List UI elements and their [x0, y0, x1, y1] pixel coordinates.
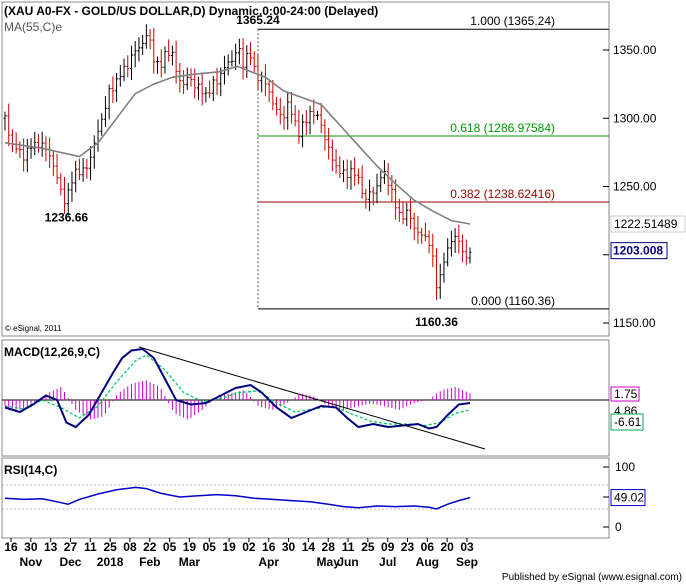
- x-axis-month-label: Apr: [258, 555, 279, 569]
- copyright-text: © eSignal, 2011: [5, 324, 62, 333]
- price-axis-label: 1150.00: [613, 316, 656, 330]
- x-axis-month-label: Mar: [179, 555, 201, 569]
- x-axis-label: 13: [44, 540, 58, 554]
- price-axis-label: 1300.00: [613, 111, 657, 125]
- x-axis-month-label: Jun: [337, 555, 358, 569]
- rsi-axis-label: 100: [615, 460, 635, 474]
- macd-line: [4, 347, 471, 430]
- price-annotation: 1365.24: [236, 13, 280, 27]
- fibonacci-lines: 1.000 (1365.24) 0.618 (1286.97584) 0.382 (…: [257, 14, 609, 310]
- x-axis-label: 11: [342, 540, 355, 554]
- ma-line: [4, 65, 471, 225]
- price-axis-label: 1250.00: [613, 180, 657, 194]
- x-axis-label: 06: [421, 540, 435, 554]
- x-axis-label: 20: [440, 540, 454, 554]
- rsi-title: RSI(14,C): [4, 463, 57, 477]
- x-axis-month-label: 2018: [97, 555, 124, 569]
- rsi-series: 10050049.02: [2, 460, 646, 534]
- x-axis-label: 16: [4, 540, 18, 554]
- x-axis-month-label: May: [317, 555, 341, 569]
- ma-price-tag-text: 1222.51489: [614, 217, 678, 231]
- x-axis-label: 03: [460, 540, 474, 554]
- x-axis-label: 05: [203, 540, 217, 554]
- rsi-tag-text: 49.02: [614, 491, 644, 505]
- current-price-tag-text: 1203.008: [613, 244, 663, 258]
- x-axis-label: 16: [262, 540, 276, 554]
- x-axis-label: 22: [143, 540, 157, 554]
- price-labels: 1365.24 1236.66 1160.36 1222.51489 1203.008: [45, 13, 686, 329]
- x-axis: 16 30 13 27 11 25 08 22 05 19 05 19 02 16 30 14 28 11 25 09…: [4, 538, 478, 569]
- fib-label: 0.618 (1286.97584): [450, 121, 555, 135]
- macd-title: MACD(12,26,9,C): [4, 345, 100, 359]
- moving-average: [4, 65, 471, 225]
- ma-price-tag: [610, 215, 686, 233]
- macd-tag-1: [610, 386, 640, 402]
- fib-label: 0.000 (1160.36): [471, 294, 555, 308]
- price-candles: [3, 24, 472, 301]
- x-axis-label: 11: [84, 540, 97, 554]
- x-axis-label: 19: [222, 540, 236, 554]
- macd-trendline: [138, 346, 486, 450]
- x-axis-label: 28: [322, 540, 336, 554]
- x-axis-label: 08: [123, 540, 137, 554]
- x-axis-month-label: Jul: [379, 555, 396, 569]
- x-axis-label: 30: [282, 540, 296, 554]
- price-annotation: 1236.66: [45, 211, 89, 225]
- x-axis-label: 30: [24, 540, 38, 554]
- x-axis-month-label: Nov: [19, 555, 42, 569]
- x-axis-label: 19: [183, 540, 197, 554]
- x-axis-month-label: Aug: [416, 555, 439, 569]
- rsi-panel-frame: [1, 457, 610, 539]
- price-panel-frame: [1, 1, 610, 337]
- fib-label: 0.382 (1238.62416): [450, 187, 555, 201]
- x-axis-label: 05: [163, 540, 177, 554]
- price-axis-label: 1350.00: [613, 43, 657, 57]
- macd-tag-3-text: -6.61: [614, 415, 642, 429]
- x-axis-label: 25: [361, 540, 375, 554]
- x-axis-label: 09: [381, 540, 395, 554]
- rsi-axis-label: 0: [615, 520, 622, 534]
- fib-label: 1.000 (1365.24): [470, 14, 555, 28]
- ma-label: MA(55,C)e: [4, 20, 62, 34]
- rsi-line: [4, 486, 471, 510]
- chart-title: (XAU A0-FX - GOLD/US DOLLAR,D) Dynamic,0…: [4, 4, 378, 18]
- x-axis-label: 14: [302, 540, 316, 554]
- publisher-note: Published by eSignal (www.esignal.com): [501, 572, 682, 583]
- macd-tag-1-text: 1.75: [614, 387, 638, 401]
- x-axis-label: 25: [103, 540, 117, 554]
- current-price-tag: [610, 242, 668, 260]
- x-axis-month-label: Sep: [456, 555, 478, 569]
- macd-signal-line: [4, 354, 471, 427]
- rsi-tag: [610, 489, 646, 507]
- macd-series: 1.754.86-6.61: [2, 346, 644, 450]
- x-axis-month-label: Dec: [59, 555, 81, 569]
- x-axis-label: 27: [64, 540, 78, 554]
- macd-tag-3: [610, 413, 644, 431]
- macd-panel-frame: [1, 339, 610, 457]
- x-axis-label: 23: [401, 540, 415, 554]
- x-axis-month-label: Feb: [139, 555, 160, 569]
- price-annotation: 1160.36: [415, 315, 458, 329]
- x-axis-label: 02: [242, 540, 256, 554]
